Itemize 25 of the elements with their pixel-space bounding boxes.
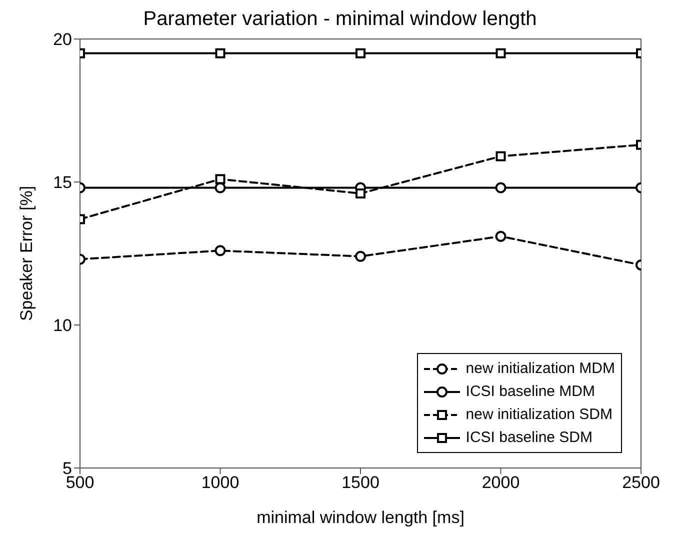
x-tick-label: 2500 xyxy=(622,473,660,492)
point xyxy=(214,245,226,256)
y-tick-label: 10 xyxy=(53,316,72,336)
x-axis-title: minimal window length [ms] xyxy=(256,508,464,527)
y-tick-label: 15 xyxy=(53,173,72,192)
point xyxy=(495,230,506,242)
legend-label: ICSI baseline SDM xyxy=(466,429,592,446)
point xyxy=(215,48,226,58)
x-tick-label: 2000 xyxy=(482,473,520,492)
y-axis-title: Speaker Error [%] xyxy=(17,186,36,322)
point xyxy=(496,151,506,162)
point xyxy=(496,48,506,58)
point xyxy=(356,48,366,58)
point xyxy=(215,174,226,184)
point xyxy=(355,250,366,262)
x-tick-label: 500 xyxy=(66,473,94,492)
legend-label: ICSI baseline MDM xyxy=(466,383,595,400)
legend-label: new initialization SDM xyxy=(466,406,613,423)
legend-label: new initialization MDM xyxy=(466,360,615,377)
x-tick-label: 1500 xyxy=(342,473,380,492)
chart-title: Parameter variation - minimal window length xyxy=(142,8,538,31)
x-tick-label: 1000 xyxy=(201,473,240,492)
point xyxy=(356,188,366,198)
point xyxy=(495,182,506,194)
y-tick-label: 20 xyxy=(53,30,72,50)
